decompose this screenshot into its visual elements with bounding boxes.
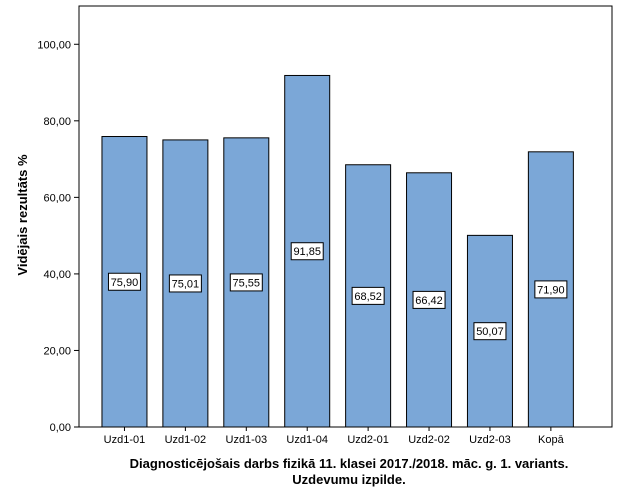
y-tick-label: 60,00: [43, 192, 71, 204]
y-tick-label: 0,00: [50, 422, 71, 434]
data-label-box: [290, 242, 324, 261]
data-label: 75,01: [172, 278, 200, 290]
data-label-box: [229, 273, 263, 292]
x-tick-label: Uzd1-03: [226, 434, 268, 446]
y-tick-label: 40,00: [43, 269, 71, 281]
y-tick-label: 80,00: [43, 116, 71, 128]
x-tick-label: Uzd1-04: [286, 434, 328, 446]
x-axis-title-line-2: Uzdevumu izpilde.: [292, 472, 405, 487]
x-axis: Uzd1-01 Uzd1-02 Uzd1-03 Uzd1-04 Uzd2-01 Uzd2-…: [104, 427, 565, 446]
data-label-box: [534, 280, 568, 299]
data-label-box: [168, 274, 202, 293]
x-tick-label: Uzd1-01: [104, 434, 146, 446]
data-label: 91,85: [293, 246, 321, 258]
data-label-box: [351, 286, 385, 305]
y-tick-label: 20,00: [43, 345, 71, 357]
data-label: 50,07: [476, 326, 504, 338]
data-label: 66,42: [415, 295, 443, 307]
data-labels-group: 75,90 75,01 75,55 91,85 68,52 66,42 50,07 71,90: [107, 242, 568, 341]
y-tick-label: 100,00: [37, 39, 71, 51]
x-tick-label: Uzd2-02: [408, 434, 450, 446]
data-label-box: [412, 290, 446, 309]
data-label: 68,52: [354, 291, 382, 303]
y-axis-title: Vidējais rezultāts %: [15, 154, 30, 276]
x-axis-title-line-1: Diagnosticējošais darbs fizikā 11. klase…: [130, 456, 569, 471]
data-label: 75,55: [233, 277, 261, 289]
x-tick-label: Kopā: [538, 434, 565, 446]
x-tick-label: Uzd2-03: [469, 434, 511, 446]
x-tick-label: Uzd2-01: [347, 434, 389, 446]
data-label-box: [473, 322, 507, 341]
data-label-box: [107, 272, 141, 291]
data-label: 75,90: [111, 277, 139, 289]
data-label: 71,90: [537, 284, 565, 296]
bars-group: [101, 74, 574, 428]
x-tick-label: Uzd1-02: [165, 434, 207, 446]
